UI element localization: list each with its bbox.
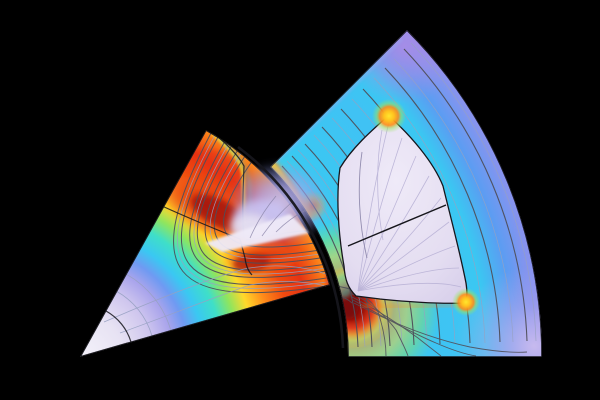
- winding-streamline: [357, 121, 390, 292]
- corner-streamline-fan: [335, 285, 528, 357]
- winding-window-streamlines: [357, 121, 462, 292]
- winding-window: [337, 115, 468, 304]
- flux-contour-line: [125, 273, 172, 332]
- tooth-corner-hotspot-bottom: [452, 288, 480, 316]
- sector-midline: [347, 204, 447, 247]
- winding-streamline: [357, 155, 417, 292]
- flux-contour-line: [393, 58, 514, 343]
- sector-edge-periwinkle-sliver: [274, 37, 404, 164]
- flux-streamline: [249, 195, 277, 239]
- air-gap-seam: [237, 145, 345, 349]
- pocket-streamlines: [249, 195, 307, 239]
- flux-streamline: [193, 142, 330, 275]
- winding-streamline: [357, 267, 460, 292]
- fan-streamline: [349, 292, 409, 357]
- winding-streamline: [357, 282, 462, 292]
- flux-contour-line: [384, 67, 501, 343]
- fan-streamline: [353, 302, 528, 353]
- rotor-rim-red-patch: [196, 149, 248, 183]
- slot-bottom-orange-streak: [361, 302, 461, 308]
- winding-streamline: [357, 197, 442, 292]
- flux-streamline: [189, 140, 330, 278]
- tooth-corner-hotspot-top: [372, 99, 406, 133]
- flux-streamline: [261, 201, 293, 237]
- winding-streamline: [357, 175, 430, 292]
- corner-lavender-patch: [454, 266, 543, 357]
- fan-streamline: [352, 299, 477, 357]
- rotor-flux-streamlines-light: [103, 134, 330, 334]
- flux-contour-line: [410, 42, 537, 342]
- flux-streamline: [275, 209, 307, 233]
- flux-streamline: [173, 132, 330, 294]
- winding-streamline-dark: [358, 151, 368, 259]
- flux-streamline: [177, 134, 330, 289]
- winding-streamline: [357, 221, 450, 292]
- flux-streamline: [204, 147, 330, 264]
- apex-violet-patch: [346, 30, 462, 104]
- rotor-inner-contour: [105, 310, 132, 343]
- flux-streamline: [196, 144, 330, 271]
- winding-streamline: [377, 129, 384, 241]
- flux-streamline: [103, 265, 330, 323]
- flux-contour-line: [403, 48, 528, 342]
- flux-streamline: [181, 136, 330, 285]
- flux-contour-line: [115, 290, 153, 337]
- rotor-tip-contours: [115, 273, 172, 337]
- winding-streamline: [357, 245, 456, 292]
- white-wedge-pocket: [205, 214, 309, 252]
- airgap-pocket-group: [205, 162, 329, 252]
- flux-streamline: [119, 281, 330, 334]
